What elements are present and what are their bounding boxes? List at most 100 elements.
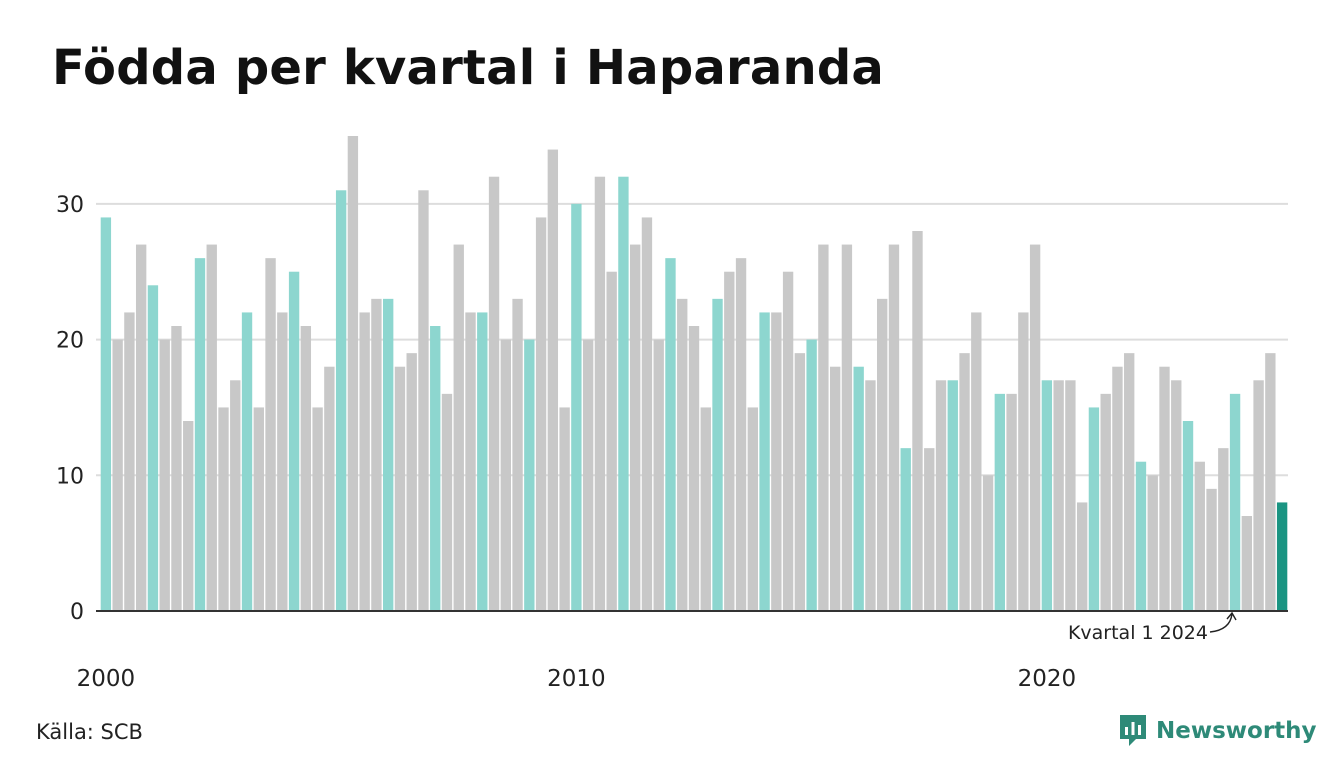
bar: [206, 244, 217, 612]
bar: [441, 393, 453, 611]
bar: [230, 380, 241, 611]
bar-chart: 0 10 20 30 2000 2010 2020 Kvartal 1 2024: [56, 136, 1288, 692]
bar: [582, 339, 594, 611]
bar: [347, 136, 359, 611]
brand-logo: Newsworthy: [1118, 713, 1317, 749]
annotation-label: Kvartal 1 2024: [1068, 622, 1208, 644]
bar: [982, 475, 994, 611]
x-tick-label: 2010: [547, 666, 606, 692]
y-tick-label: 20: [56, 329, 84, 354]
bar: [1124, 353, 1135, 611]
bar: [253, 407, 264, 611]
bar: [1135, 461, 1147, 611]
bar: [477, 312, 488, 611]
bar: [1206, 488, 1217, 611]
bar: [1100, 393, 1111, 611]
bar: [618, 176, 629, 611]
bar: [1229, 393, 1241, 611]
bar: [1065, 380, 1076, 611]
bar: [324, 366, 335, 611]
bar: [877, 298, 888, 611]
bar: [924, 448, 935, 611]
bar: [630, 244, 641, 612]
bar: [688, 326, 700, 611]
bar: [759, 312, 770, 611]
bar: [112, 339, 123, 611]
bar: [794, 353, 806, 611]
bar: [677, 298, 688, 611]
y-axis-ticks: 0 10 20 30: [56, 193, 84, 625]
bar: [288, 271, 300, 611]
bar: [653, 339, 664, 611]
y-tick-label: 0: [70, 600, 84, 625]
bar: [1253, 380, 1264, 611]
bar: [1241, 516, 1253, 611]
bar: [524, 339, 535, 611]
bar: [571, 203, 582, 611]
bar: [171, 326, 182, 611]
chart-title: Födda per kvartal i Haparanda: [52, 40, 884, 96]
bar: [335, 190, 347, 612]
bar: [1018, 312, 1029, 611]
bar: [994, 393, 1006, 611]
bar: [818, 244, 829, 612]
bar: [382, 298, 394, 611]
bar: [888, 244, 900, 612]
bar: [771, 312, 782, 611]
x-tick-label: 2020: [1018, 666, 1077, 692]
bar: [1076, 502, 1088, 611]
bar: [959, 353, 970, 611]
bar: [1218, 448, 1229, 611]
bar: [559, 407, 570, 611]
bar: [1041, 380, 1053, 611]
bar: [194, 258, 206, 611]
bar: [747, 407, 758, 611]
bar: [712, 298, 723, 611]
y-tick-label: 30: [56, 193, 84, 218]
bar: [512, 298, 523, 611]
bar: [594, 176, 606, 611]
bar: [406, 353, 417, 611]
bar: [312, 407, 323, 611]
bar: [500, 339, 511, 611]
bar: [394, 366, 406, 611]
x-axis-ticks: 2000 2010 2020: [77, 666, 1077, 692]
bar: [371, 298, 382, 611]
newsworthy-chart-icon: [1120, 715, 1146, 746]
bar: [453, 244, 464, 612]
bar: [1029, 244, 1041, 612]
bar: [724, 271, 735, 611]
bar: [641, 217, 653, 611]
bar: [300, 326, 312, 611]
annotation: Kvartal 1 2024: [1068, 611, 1237, 644]
bar: [1147, 475, 1158, 611]
bar: [159, 339, 170, 611]
bar: [465, 312, 476, 611]
bar: [1112, 366, 1123, 611]
bar: [865, 380, 876, 611]
bar: [135, 244, 147, 612]
bar: [277, 312, 288, 611]
bar: [1006, 393, 1017, 611]
bar: [547, 149, 559, 612]
bar: [147, 285, 159, 611]
bar: [829, 366, 841, 611]
bar: [1088, 407, 1100, 611]
bar: [1265, 353, 1276, 611]
bar: [947, 380, 958, 611]
x-tick-label: 2000: [77, 666, 136, 692]
bar: [606, 271, 617, 611]
y-tick-label: 10: [56, 464, 84, 489]
bar: [912, 231, 923, 611]
bar: [900, 448, 911, 611]
bar: [1053, 380, 1064, 611]
brand-name: Newsworthy: [1156, 718, 1317, 744]
bar: [665, 258, 676, 611]
bar: [935, 380, 947, 611]
bar: [1276, 502, 1288, 611]
bar: [782, 271, 794, 611]
bar: [735, 258, 747, 611]
bar: [1194, 461, 1205, 611]
bar: [218, 407, 229, 611]
annotation-arrow: [1209, 611, 1237, 633]
